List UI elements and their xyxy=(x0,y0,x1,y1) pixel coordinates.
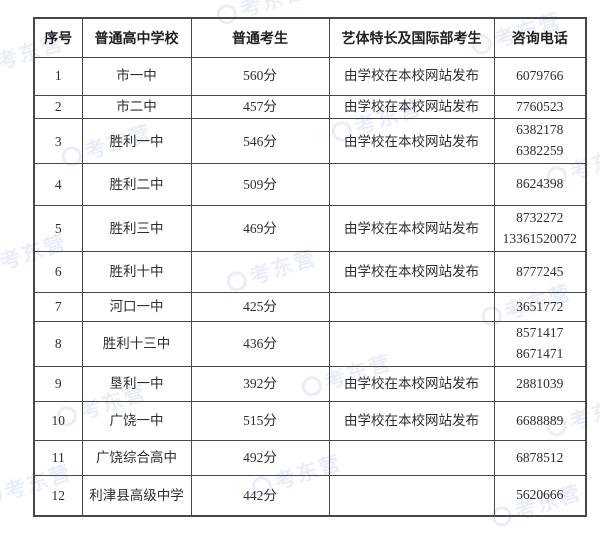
cell-no: 10 xyxy=(33,401,83,442)
cell-score: 425分 xyxy=(190,292,330,323)
cell-phones: 6878512 xyxy=(493,440,587,477)
cell-score: 469分 xyxy=(190,205,330,253)
cell-phones: 2881039 xyxy=(493,366,587,403)
table-row: 7 河口一中 425分 3651772 xyxy=(33,292,587,323)
cell-no: 9 xyxy=(33,366,83,403)
cell-art: 由学校在本校网站发布 xyxy=(328,118,495,165)
cell-score: 392分 xyxy=(190,366,330,403)
cell-no: 5 xyxy=(33,205,83,253)
cell-phones: 8777245 xyxy=(493,251,587,294)
cell-school: 利津县高级中学 xyxy=(81,475,192,517)
phone-number: 8777245 xyxy=(516,263,564,279)
cell-phones: 6382178 6382259 xyxy=(493,118,587,165)
cell-school: 垦利一中 xyxy=(81,366,192,403)
phone-number: 6688889 xyxy=(516,412,564,428)
table-row: 12 利津县高级中学 442分 5620666 xyxy=(33,475,587,517)
cell-art: 由学校在本校网站发布 xyxy=(328,401,495,442)
table-row: 6 胜利十中 由学校在本校网站发布 8777245 xyxy=(33,251,587,294)
header-col-school: 普通高中学校 xyxy=(81,17,192,58)
header-col-score: 普通考生 xyxy=(190,17,330,58)
table-row: 10 广饶一中 515分 由学校在本校网站发布 6688889 xyxy=(33,401,587,442)
cell-no: 4 xyxy=(33,163,83,207)
table-row: 9 垦利一中 392分 由学校在本校网站发布 2881039 xyxy=(33,366,587,403)
phone-number: 8732272 xyxy=(516,209,564,225)
cell-no: 8 xyxy=(33,321,83,368)
admission-score-table: 序号 普通高中学校 普通考生 艺体特长及国际部考生 咨询电话 1 市一中 560分 由学校在本… xyxy=(33,17,587,517)
cell-no: 6 xyxy=(33,251,83,294)
phone-number: 8571417 xyxy=(516,325,564,341)
cell-score: 442分 xyxy=(190,475,330,517)
cell-no: 1 xyxy=(33,56,83,96)
cell-phones: 5620666 xyxy=(493,475,587,517)
cell-art xyxy=(328,163,495,207)
phone-number: 2881039 xyxy=(516,375,564,391)
cell-school: 广饶综合高中 xyxy=(81,440,192,477)
cell-school: 胜利一中 xyxy=(81,118,192,165)
phone-number: 7760523 xyxy=(516,98,564,114)
cell-school: 市二中 xyxy=(81,94,192,120)
cell-phones: 7760523 xyxy=(493,94,587,120)
cell-art xyxy=(328,292,495,323)
cell-no: 2 xyxy=(33,94,83,120)
phone-number: 13361520072 xyxy=(502,230,577,246)
table-row: 2 市二中 457分 由学校在本校网站发布 7760523 xyxy=(33,94,587,120)
header-col-phone: 咨询电话 xyxy=(493,17,587,58)
cell-art: 由学校在本校网站发布 xyxy=(328,205,495,253)
table-row: 8 胜利十三中 436分 8571417 8671471 xyxy=(33,321,587,368)
cell-no: 11 xyxy=(33,440,83,477)
cell-phones: 3651772 xyxy=(493,292,587,323)
phone-number: 3651772 xyxy=(516,298,564,314)
watermark-logo-icon xyxy=(0,483,5,509)
cell-school: 广饶一中 xyxy=(81,401,192,442)
header-col-art: 艺体特长及国际部考生 xyxy=(328,17,495,58)
cell-phones: 8571417 8671471 xyxy=(493,321,587,368)
cell-phones: 6688889 xyxy=(493,401,587,442)
phone-number: 6079766 xyxy=(516,67,564,83)
cell-score: 436分 xyxy=(190,321,330,368)
cell-art: 由学校在本校网站发布 xyxy=(328,251,495,294)
cell-school: 市一中 xyxy=(81,56,192,96)
cell-art: 由学校在本校网站发布 xyxy=(328,94,495,120)
cell-art xyxy=(328,440,495,477)
phone-number: 6878512 xyxy=(516,449,564,465)
phone-number: 8624398 xyxy=(516,176,564,192)
cell-score xyxy=(190,251,330,294)
cell-no: 7 xyxy=(33,292,83,323)
cell-school: 河口一中 xyxy=(81,292,192,323)
cell-score: 492分 xyxy=(190,440,330,477)
cell-score: 457分 xyxy=(190,94,330,120)
cell-no: 12 xyxy=(33,475,83,517)
phone-number: 5620666 xyxy=(516,486,564,502)
cell-score: 509分 xyxy=(190,163,330,207)
cell-school: 胜利十中 xyxy=(81,251,192,294)
cell-score: 515分 xyxy=(190,401,330,442)
cell-art: 由学校在本校网站发布 xyxy=(328,56,495,96)
header-col-no: 序号 xyxy=(33,17,83,58)
table-row: 11 广饶综合高中 492分 6878512 xyxy=(33,440,587,477)
cell-phones: 6079766 xyxy=(493,56,587,96)
table-header-row: 序号 普通高中学校 普通考生 艺体特长及国际部考生 咨询电话 xyxy=(33,17,587,58)
cell-school: 胜利十三中 xyxy=(81,321,192,368)
cell-school: 胜利二中 xyxy=(81,163,192,207)
cell-art xyxy=(328,475,495,517)
cell-school: 胜利三中 xyxy=(81,205,192,253)
table-row: 4 胜利二中 509分 8624398 xyxy=(33,163,587,207)
cell-phones: 8732272 13361520072 xyxy=(493,205,587,253)
table-row: 1 市一中 560分 由学校在本校网站发布 6079766 xyxy=(33,56,587,96)
cell-score: 560分 xyxy=(190,56,330,96)
table-row: 5 胜利三中 469分 由学校在本校网站发布 8732272 13361520072 xyxy=(33,205,587,253)
cell-art: 由学校在本校网站发布 xyxy=(328,366,495,403)
cell-score: 546分 xyxy=(190,118,330,165)
table-row: 3 胜利一中 546分 由学校在本校网站发布 6382178 6382259 xyxy=(33,118,587,165)
phone-number: 6382259 xyxy=(516,143,564,159)
cell-phones: 8624398 xyxy=(493,163,587,207)
phone-number: 8671471 xyxy=(516,346,564,362)
cell-no: 3 xyxy=(33,118,83,165)
cell-art xyxy=(328,321,495,368)
phone-number: 6382178 xyxy=(516,122,564,138)
